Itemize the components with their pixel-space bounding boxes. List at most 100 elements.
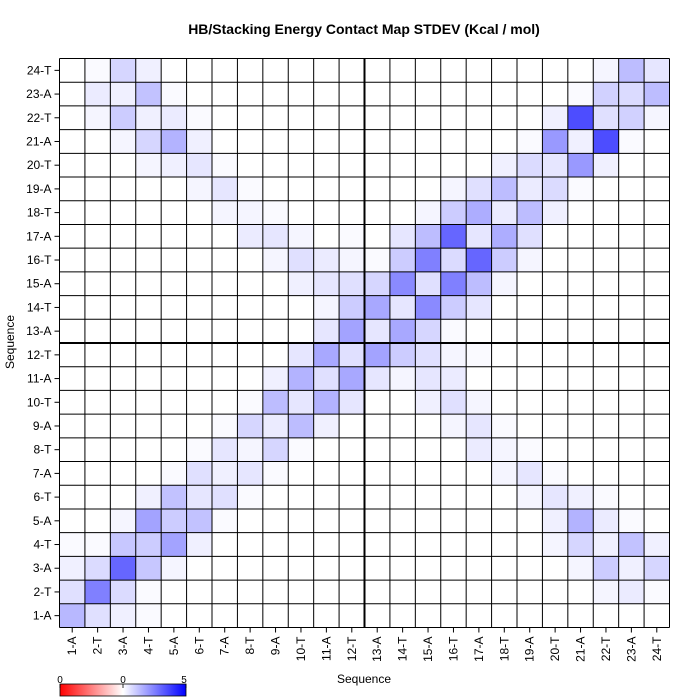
heatmap-cell — [262, 82, 289, 106]
heatmap-cell — [339, 82, 365, 106]
heatmap-cell — [491, 105, 517, 130]
heatmap-cell — [313, 580, 340, 604]
y-axis-label: Sequence — [3, 315, 17, 369]
x-tick-label: 4-T — [141, 636, 155, 655]
heatmap-cell — [542, 82, 568, 106]
heatmap-cell — [389, 58, 416, 83]
heatmap-cell — [237, 437, 263, 462]
heatmap-cell — [364, 248, 390, 272]
heatmap-cell — [212, 390, 238, 415]
heatmap-cell — [618, 580, 645, 604]
heatmap-cell — [440, 390, 467, 415]
heatmap-cell — [59, 295, 85, 320]
heatmap-cell — [313, 437, 340, 462]
heatmap-cell — [262, 390, 289, 415]
heatmap-cell — [517, 603, 543, 628]
heatmap-cell — [466, 153, 492, 178]
heatmap-cell — [237, 224, 263, 249]
heatmap-cell — [59, 177, 85, 201]
heatmap-cell — [262, 295, 289, 320]
heatmap-cell — [288, 556, 314, 581]
heatmap-cell — [644, 461, 670, 486]
heatmap-cell — [237, 319, 263, 343]
heatmap-cell — [440, 508, 467, 533]
x-tick-label: 2-T — [91, 636, 105, 655]
heatmap-cell — [186, 105, 212, 130]
heatmap-cell — [491, 603, 517, 628]
heatmap-cell — [110, 532, 136, 557]
heatmap-cell — [212, 58, 238, 83]
heatmap-cell — [237, 177, 263, 201]
heatmap-cell — [389, 580, 416, 604]
heatmap-cell — [364, 153, 390, 178]
heatmap-cell — [313, 390, 340, 415]
heatmap-cell — [440, 319, 467, 343]
heatmap-cell — [567, 224, 594, 249]
heatmap-cell — [364, 508, 390, 533]
heatmap-cell — [542, 248, 568, 272]
heatmap-cell — [262, 248, 289, 272]
heatmap-cell — [186, 153, 212, 178]
heatmap-cell — [110, 580, 136, 604]
heatmap-cell — [415, 153, 441, 178]
heatmap-cell — [262, 271, 289, 296]
heatmap-cell — [288, 319, 314, 343]
heatmap-cell — [618, 200, 645, 225]
heatmap-cell — [593, 414, 619, 438]
heatmap-cell — [135, 105, 162, 130]
heatmap-cell — [389, 200, 416, 225]
heatmap-cell — [288, 224, 314, 249]
heatmap-cell — [135, 366, 162, 391]
heatmap-cell — [212, 485, 238, 509]
heatmap-cell — [440, 248, 467, 272]
heatmap-cell — [84, 271, 111, 296]
heatmap-cell — [186, 271, 212, 296]
heatmap-cell — [135, 271, 162, 296]
heatmap-cell — [466, 271, 492, 296]
heatmap-cell — [262, 343, 289, 367]
heatmap-cell — [415, 129, 441, 154]
heatmap-cell — [415, 271, 441, 296]
heatmap-cell — [440, 177, 467, 201]
heatmap-cell — [186, 556, 212, 581]
x-tick-label: 23-A — [624, 637, 638, 662]
heatmap-cell — [466, 580, 492, 604]
heatmap-cell — [618, 248, 645, 272]
y-tick-label: 19-A — [26, 182, 51, 196]
heatmap-cell — [466, 200, 492, 225]
heatmap-cell — [593, 271, 619, 296]
heatmap-cell — [339, 437, 365, 462]
heatmap-cell — [161, 271, 187, 296]
y-axis-ticks: 1-A 2-T 3-A 4-T 5-A 6-T 7-A 8-T 9-A 10-T 11-A 12-T 1… — [26, 63, 60, 623]
heatmap-cell — [288, 153, 314, 178]
heatmap-cell — [288, 390, 314, 415]
heatmap-cell — [415, 224, 441, 249]
x-tick-label: 1-A — [65, 637, 79, 656]
heatmap-cell — [237, 414, 263, 438]
heatmap-cell — [389, 603, 416, 628]
heatmap-cell — [491, 414, 517, 438]
heatmap-cell — [389, 366, 416, 391]
y-tick-label: 3-A — [33, 561, 52, 575]
heatmap-cell — [593, 343, 619, 367]
heatmap-cell — [212, 200, 238, 225]
heatmap-cell — [161, 224, 187, 249]
heatmap-cell — [542, 390, 568, 415]
heatmap-cell — [84, 580, 111, 604]
heatmap-cell — [364, 82, 390, 106]
heatmap-cell — [288, 508, 314, 533]
heatmap-cell — [288, 105, 314, 130]
heatmap-cell — [237, 603, 263, 628]
heatmap-cell — [567, 556, 594, 581]
heatmap-cell — [517, 414, 543, 438]
heatmap-cell — [313, 508, 340, 533]
heatmap-cell — [339, 177, 365, 201]
heatmap-cell — [491, 224, 517, 249]
heatmap-cell — [517, 461, 543, 486]
heatmap-cell — [542, 105, 568, 130]
heatmap-cell — [644, 556, 670, 581]
heatmap-cell — [593, 129, 619, 154]
heatmap-cell — [415, 177, 441, 201]
heatmap-cell — [593, 437, 619, 462]
heatmap-cell — [161, 295, 187, 320]
